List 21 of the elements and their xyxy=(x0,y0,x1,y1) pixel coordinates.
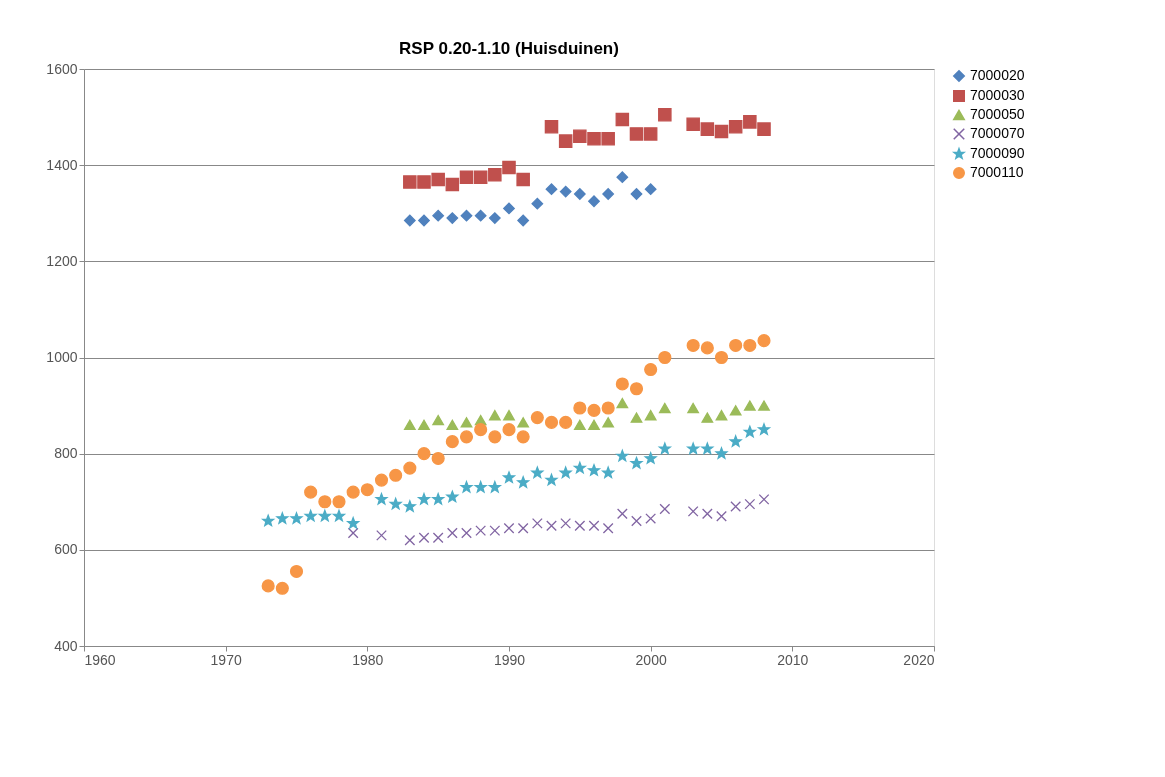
y-tick-label: 1400 xyxy=(46,156,78,173)
legend-label: 7000050 xyxy=(970,106,1025,122)
x-tick-label: 2010 xyxy=(777,651,809,668)
y-tick-label: 400 xyxy=(54,637,78,654)
y-tick-label: 1200 xyxy=(46,252,78,269)
legend-label: 7000090 xyxy=(970,145,1025,161)
x-tick-label: 1980 xyxy=(352,651,384,668)
x-tick-label: 2020 xyxy=(903,651,935,668)
y-tick-label: 1600 xyxy=(46,60,78,77)
y-tick-label: 600 xyxy=(54,541,78,558)
chart-title: RSP 0.20-1.10 (Huisduinen) xyxy=(399,39,619,58)
legend-label: 7000030 xyxy=(970,87,1025,103)
legend-label: 7000110 xyxy=(970,164,1024,180)
legend-label: 7000070 xyxy=(970,125,1025,141)
x-tick-label: 1960 xyxy=(84,651,116,668)
x-tick-label: 1990 xyxy=(493,651,526,668)
x-tick-label: 1970 xyxy=(210,651,242,668)
y-tick-label: 1000 xyxy=(46,349,78,365)
y-tick-label: 800 xyxy=(54,445,78,462)
x-tick-label: 2000 xyxy=(635,651,667,668)
legend-label: 7000020 xyxy=(970,67,1025,83)
